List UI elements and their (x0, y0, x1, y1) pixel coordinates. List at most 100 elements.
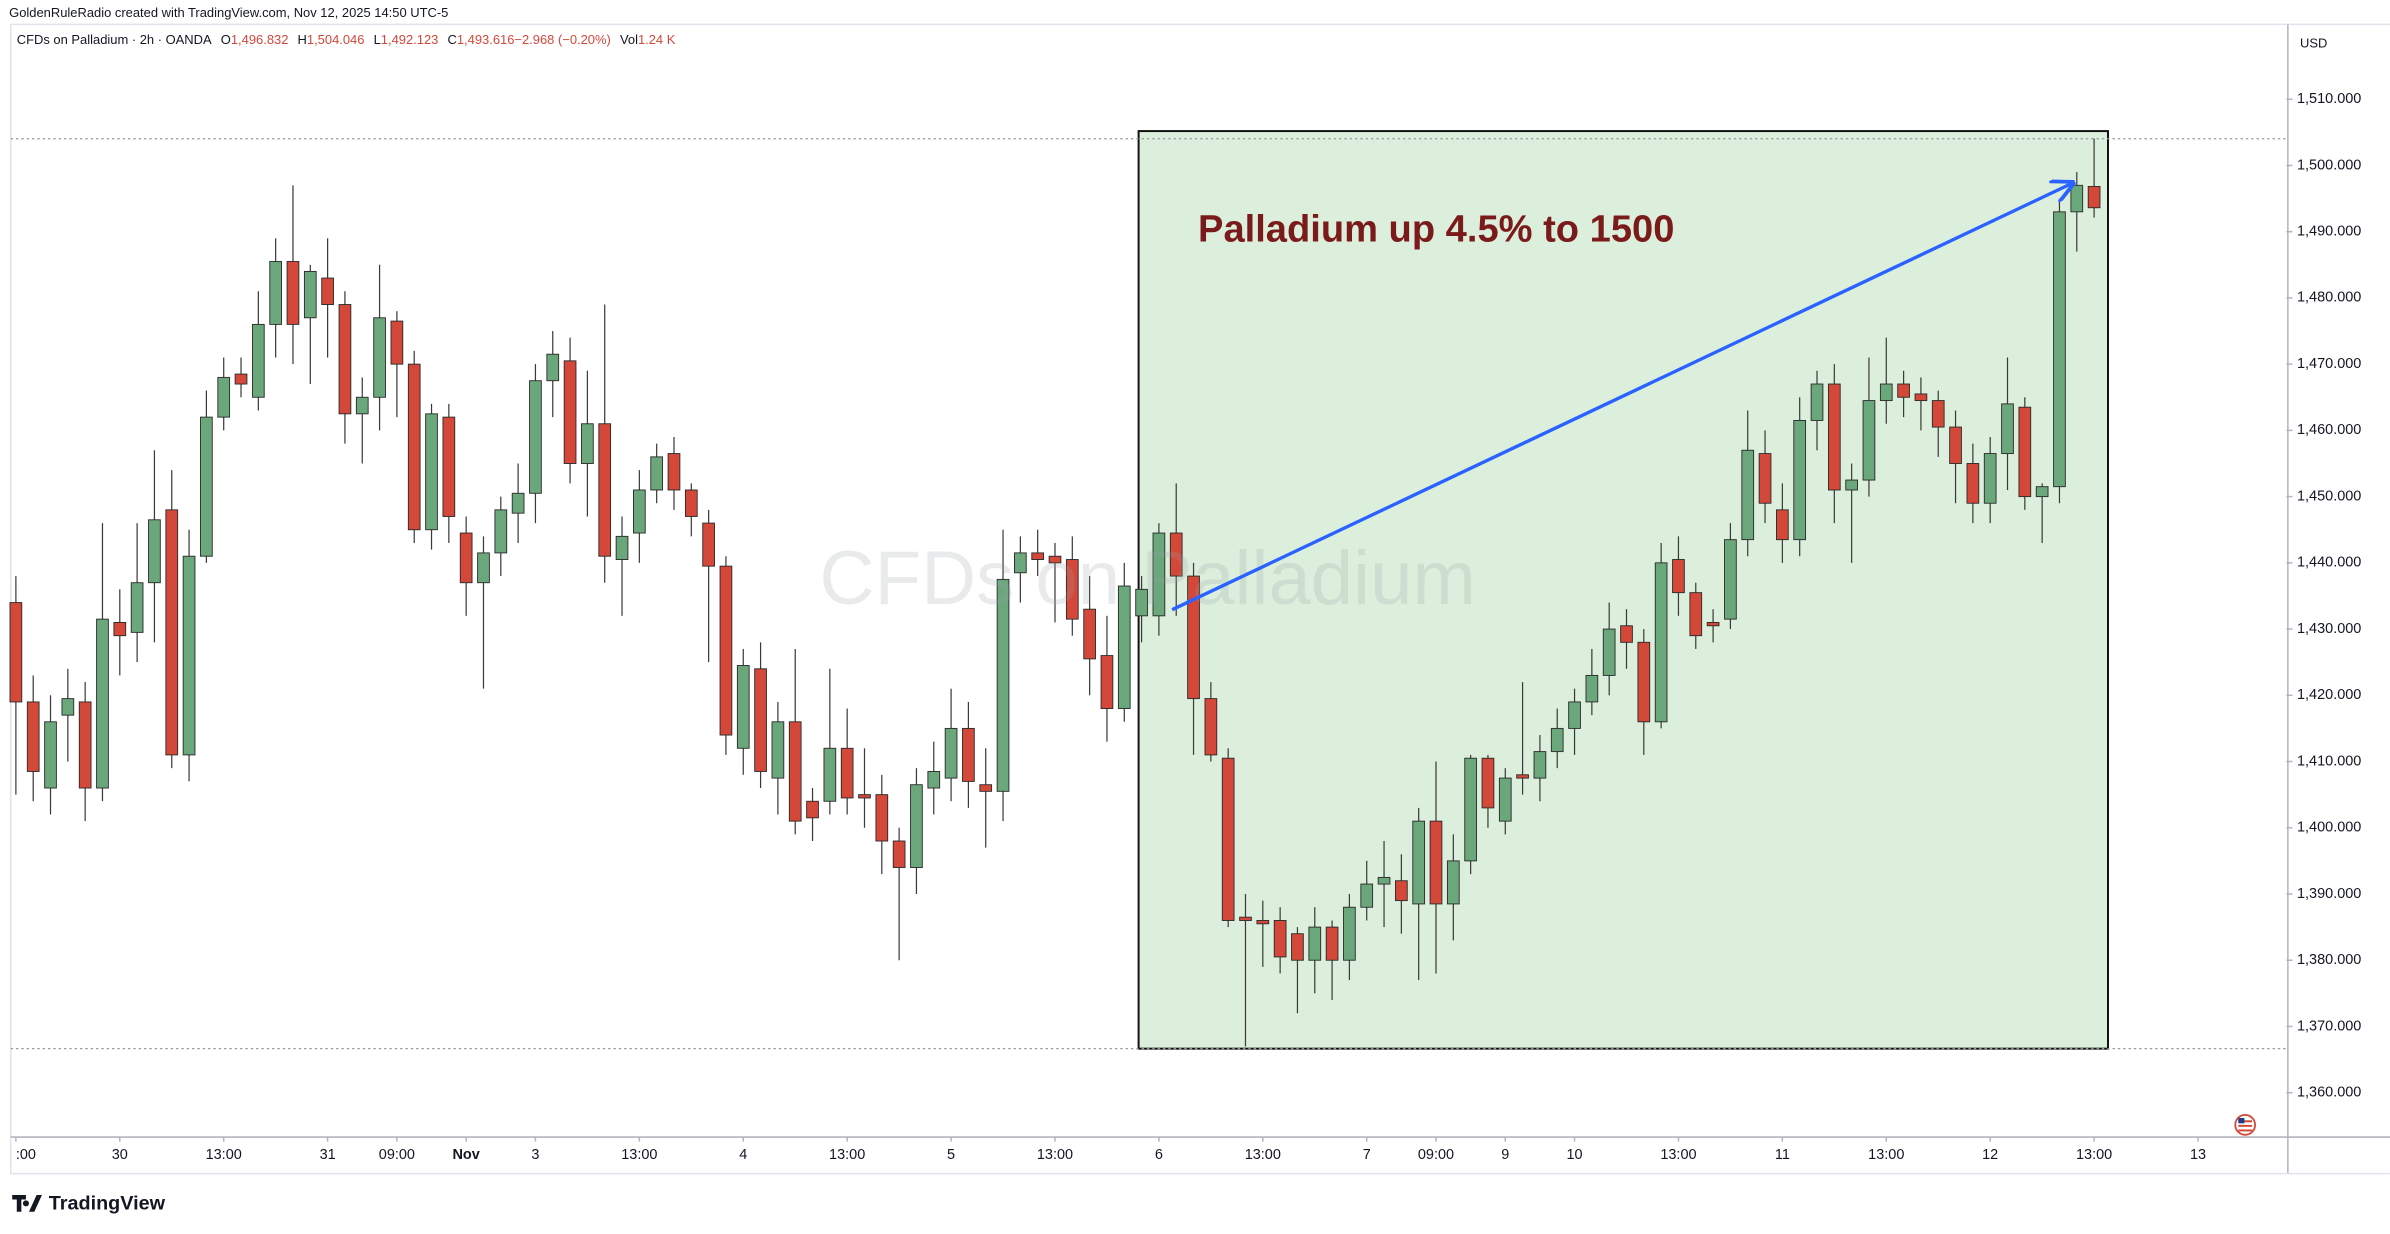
candle-body (1187, 575, 1200, 700)
x-tick-label: 13:00 (206, 1147, 242, 1163)
candle-body (407, 363, 421, 531)
candle-body (234, 373, 248, 385)
candle-body (1100, 655, 1114, 710)
candle-body (459, 532, 473, 584)
candle-body (1117, 585, 1131, 710)
y-tick-label: 1,380.000 (2297, 952, 2361, 968)
candle-body (858, 794, 871, 799)
candle-body (1308, 926, 1322, 961)
candle-body (979, 784, 993, 792)
ohlc-header: CFDs on Palladium · 2h · OANDA O1,496.832… (17, 33, 676, 48)
legend-key: Vol (620, 33, 638, 48)
legend-key: C (448, 33, 457, 48)
candle-body (1672, 559, 1685, 594)
candle-body (1377, 876, 1391, 885)
x-tick-label: 13:00 (829, 1147, 865, 1163)
legend-key: O (221, 33, 231, 48)
x-tick-label: 4 (739, 1147, 747, 1163)
candle-body (182, 555, 196, 756)
candle-body (944, 727, 958, 779)
candle-body (1395, 880, 1408, 902)
candles (9, 138, 2101, 1047)
y-tick-label: 1,390.000 (2297, 886, 2361, 902)
candle-body (9, 602, 23, 703)
candle-body (529, 380, 542, 494)
candle-body (1031, 552, 1045, 560)
candle-body (1481, 757, 1495, 809)
candle-body (2053, 211, 2066, 488)
candle-body (1048, 555, 1062, 564)
candle-body (1949, 426, 1962, 464)
x-tick-label: 13:00 (1245, 1147, 1281, 1163)
candle-body (96, 618, 109, 789)
x-tick-label: 13:00 (1660, 1147, 1696, 1163)
candle-body (1135, 588, 1148, 617)
symbol: CFDs on Palladium · 2h · OANDA (17, 33, 212, 48)
currency: USD (2300, 36, 2327, 51)
candle-body (962, 727, 975, 782)
candle-body (1637, 641, 1651, 723)
logo: TradingView (12, 1192, 166, 1214)
candle-body (754, 668, 767, 772)
x-tick-label: 10 (1566, 1147, 1582, 1163)
candle-body (1429, 820, 1443, 905)
candle-body (2087, 185, 2101, 209)
x-tick-label: 13 (2190, 1147, 2206, 1163)
candle-body (165, 509, 179, 756)
candle-body (1724, 539, 1737, 620)
x-tick-label: 30 (112, 1147, 128, 1163)
y-tick-label: 1,360.000 (2297, 1085, 2361, 1101)
legend-value: 1,493.616 (457, 33, 515, 48)
candle-body (1239, 916, 1252, 921)
trend-arrow (1171, 183, 2073, 612)
candle-body (1516, 774, 1529, 779)
y-tick-label: 1,500.000 (2297, 157, 2361, 173)
candle-body (1602, 628, 1616, 676)
candle-body (1585, 674, 1599, 703)
candle-body (286, 261, 300, 325)
candle-body (1325, 926, 1339, 961)
candle-body (1758, 453, 1772, 504)
y-tick-label: 1,370.000 (2297, 1018, 2361, 1034)
candle-body (650, 456, 664, 491)
candle-body (1083, 608, 1096, 660)
x-tick-label: 9 (1501, 1147, 1509, 1163)
candle-body (1204, 698, 1218, 756)
x-tick-label: Nov (452, 1147, 479, 1163)
y-tick-label: 1,450.000 (2297, 488, 2361, 504)
x-tick-label: 6 (1155, 1147, 1163, 1163)
candle-body (581, 423, 594, 464)
candle-body (425, 413, 438, 531)
flag-icon (2234, 1114, 2257, 1136)
candle-body (477, 552, 490, 584)
candle-body (130, 582, 144, 633)
x-tick-label: 09:00 (379, 1147, 415, 1163)
candle-body (511, 492, 525, 514)
legend-value: 1.24 K (638, 33, 676, 48)
candle-body (113, 621, 127, 637)
candle-body (251, 323, 265, 398)
candle-body (2018, 406, 2032, 498)
candle-body (1931, 400, 1945, 428)
candle-body (217, 376, 231, 418)
candle-body (1966, 463, 1980, 504)
x-tick-label: :00 (16, 1147, 36, 1163)
candle-body (494, 509, 508, 554)
candle-body (1827, 383, 1841, 491)
candle-body (78, 701, 92, 789)
candle-body (1152, 532, 1166, 617)
candle-body (1412, 820, 1426, 905)
candle-body (1273, 920, 1287, 958)
candle-body (598, 423, 612, 557)
candle-body (546, 353, 560, 382)
candle-body (1810, 383, 1824, 421)
candle-body (1343, 906, 1356, 961)
candle-body (1879, 383, 1893, 402)
candle-body (355, 396, 369, 415)
y-tick-label: 1,430.000 (2297, 621, 2361, 637)
candle-body (1897, 383, 1910, 398)
candle-body (338, 304, 352, 415)
candle-body (771, 721, 785, 779)
candle-body (1550, 727, 1564, 753)
candle-body (44, 721, 57, 789)
